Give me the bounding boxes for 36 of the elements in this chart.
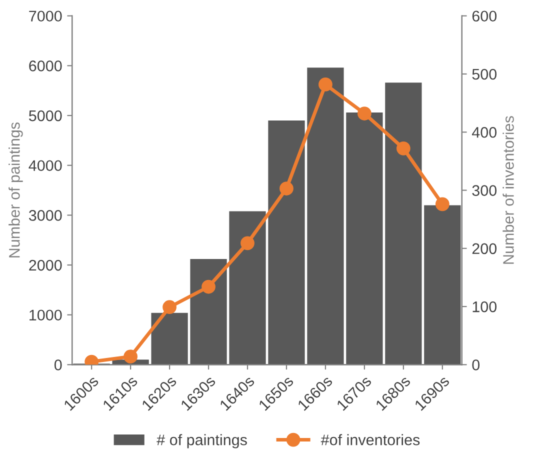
y-tick-label: 2000 (29, 260, 62, 271)
point (435, 197, 450, 212)
point (358, 106, 372, 120)
bar (151, 312, 188, 365)
bar (229, 211, 266, 365)
bar (385, 82, 422, 365)
bar (190, 259, 227, 365)
bar (268, 120, 305, 365)
y-tick-label: 3000 (28, 210, 62, 221)
y2-tick-label: 400 (472, 126, 497, 138)
point (240, 236, 254, 250)
y2-tick-label: 500 (472, 68, 497, 80)
y-tick-label: 6000 (29, 60, 62, 72)
bar (346, 112, 383, 365)
y-tick-label: 1000 (30, 310, 62, 321)
bar (307, 68, 344, 365)
point (162, 300, 176, 314)
y2-tick-label: 100 (472, 301, 497, 312)
point (396, 141, 410, 156)
point (124, 350, 138, 364)
point (202, 280, 216, 294)
y-tick-label: 0 (54, 360, 62, 370)
y-tick-label: 7000 (29, 10, 62, 22)
y2-tick-label: 0 (472, 360, 480, 370)
legend-label: # of paintings (156, 434, 247, 448)
point (318, 78, 332, 92)
y2-tick-label: 300 (472, 185, 497, 196)
y2-tick-label: 200 (472, 243, 497, 254)
y2-axis-title: Number of inventories (502, 116, 514, 264)
y-tick-label: 5000 (28, 110, 62, 122)
y-tick-label: 4000 (28, 160, 62, 172)
point (280, 182, 294, 196)
bar (424, 205, 461, 365)
y-axis-title: Number of paintings (8, 122, 23, 258)
legend-label: #of inventories (320, 434, 420, 446)
y2-tick-label: 600 (472, 10, 497, 22)
